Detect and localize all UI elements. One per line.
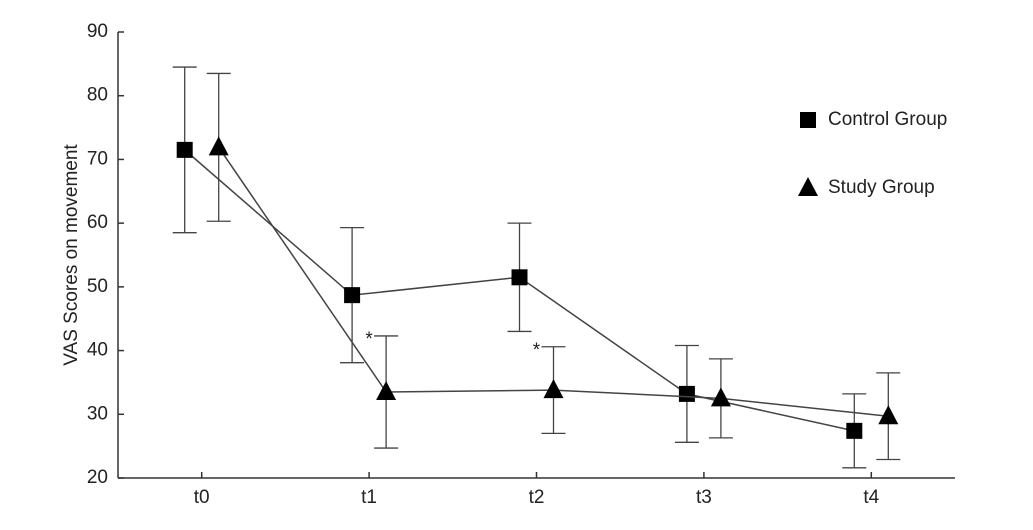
marker (878, 405, 899, 425)
marker (543, 379, 564, 399)
marker (376, 380, 397, 400)
y-tick-label: 40 (87, 340, 108, 361)
y-tick-label: 50 (87, 276, 108, 297)
marker (511, 269, 528, 286)
marker (344, 287, 361, 304)
marker (846, 422, 863, 439)
y-tick-label: 80 (87, 85, 108, 106)
marker (176, 141, 193, 158)
y-tick-label: 70 (87, 148, 108, 169)
x-tick-label: t3 (696, 487, 712, 508)
y-tick-label: 20 (87, 467, 108, 488)
y-tick-label: 60 (87, 212, 108, 233)
marker (678, 385, 695, 402)
y-tick-label: 90 (87, 21, 108, 42)
annotation: * (533, 340, 541, 361)
x-tick-label: t1 (361, 487, 377, 508)
legend-marker (800, 112, 816, 128)
x-tick-label: t2 (529, 487, 545, 508)
x-tick-label: t0 (194, 487, 210, 508)
legend-label: Study Group (828, 177, 935, 198)
y-tick-label: 30 (87, 403, 108, 424)
x-tick-label: t4 (863, 487, 879, 508)
y-axis-label: VAS Scores on movement (61, 144, 82, 366)
marker (208, 136, 229, 156)
annotation: * (365, 329, 373, 350)
legend-label: Control Group (828, 109, 947, 130)
marker (710, 387, 731, 407)
legend-marker (798, 177, 818, 196)
